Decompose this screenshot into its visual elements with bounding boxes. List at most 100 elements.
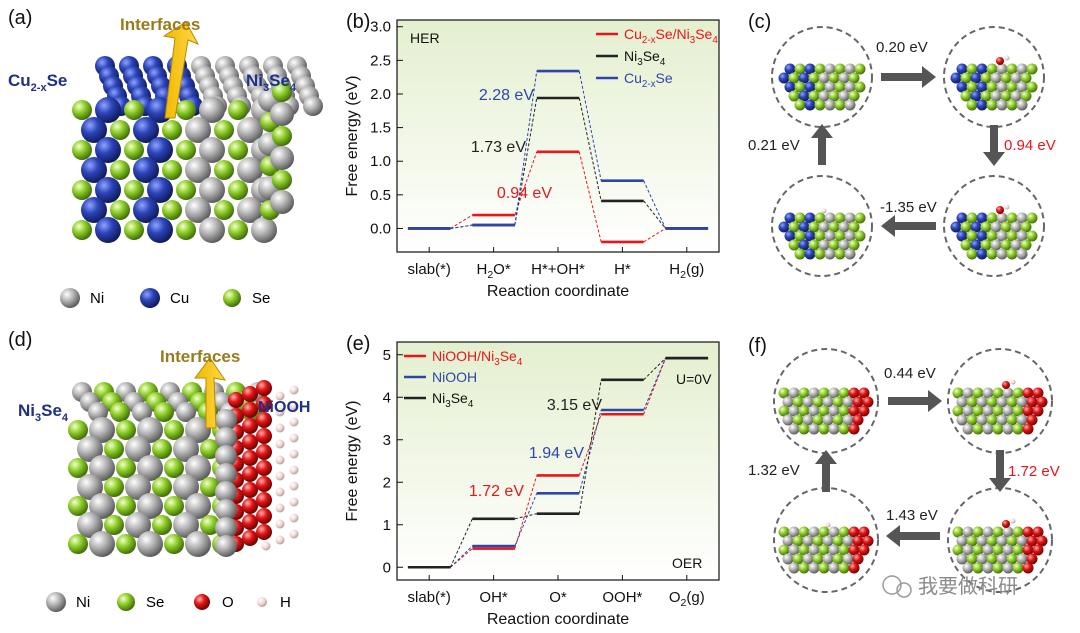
atom bbox=[956, 535, 968, 547]
connector bbox=[450, 224, 473, 229]
atom bbox=[798, 423, 810, 435]
atom bbox=[966, 63, 978, 75]
atom bbox=[782, 553, 794, 565]
interfaces-label-d: Interfaces bbox=[160, 347, 240, 366]
atom bbox=[798, 544, 810, 556]
y-tick-label: 1.5 bbox=[370, 120, 391, 137]
o-atom bbox=[242, 530, 258, 546]
panel-e-label: (e) bbox=[346, 333, 370, 355]
atom bbox=[822, 396, 834, 408]
atom bbox=[848, 239, 860, 251]
o-atom bbox=[256, 492, 272, 508]
atom bbox=[828, 544, 840, 556]
atom bbox=[962, 405, 974, 417]
se-atom bbox=[110, 200, 130, 220]
adsorbate-h bbox=[821, 208, 827, 214]
se-atom bbox=[104, 477, 124, 497]
atom bbox=[802, 535, 814, 547]
atom bbox=[1006, 535, 1018, 547]
se-atom bbox=[110, 160, 130, 180]
atom bbox=[854, 212, 866, 224]
se-atom-icon-d bbox=[117, 593, 135, 611]
atom bbox=[1010, 72, 1022, 84]
atom bbox=[818, 562, 830, 574]
atom bbox=[804, 230, 816, 242]
barrier-label: 1.72 eV bbox=[469, 483, 524, 500]
h-atom bbox=[289, 449, 299, 459]
connector bbox=[578, 414, 602, 476]
atom bbox=[1016, 414, 1028, 426]
atom bbox=[992, 387, 1004, 399]
ni-atom bbox=[77, 474, 103, 500]
o-atom bbox=[242, 402, 258, 418]
connector bbox=[578, 151, 602, 243]
se-atom-icon bbox=[223, 289, 241, 307]
panel-d: (d) Interfaces Ni3Se4 NiOOH Ni Se O H bbox=[8, 329, 310, 612]
atom bbox=[808, 562, 820, 574]
ni-atom bbox=[173, 474, 199, 500]
arrow-down-icon bbox=[983, 125, 1005, 166]
atom bbox=[1016, 63, 1028, 75]
atom bbox=[1006, 248, 1018, 260]
atom bbox=[952, 544, 964, 556]
ni-atom bbox=[199, 177, 225, 203]
atom bbox=[1032, 387, 1044, 399]
ni-atom bbox=[173, 512, 199, 538]
potential-annotation: U=0V bbox=[676, 371, 712, 387]
atom bbox=[842, 553, 854, 565]
ni-atom bbox=[125, 474, 151, 500]
atom bbox=[804, 212, 816, 224]
chart-e: 0 1 2 3 4 5 slab(*) OH* O* OOH* O2(g) Reaction coor… bbox=[344, 333, 720, 628]
atom bbox=[784, 63, 796, 75]
legend-d-se: Se bbox=[146, 594, 164, 611]
atom bbox=[996, 414, 1008, 426]
se-atom bbox=[72, 220, 92, 240]
interfaces-label-a: Interfaces bbox=[120, 15, 200, 34]
ni3se4-label-a: Ni3Se4 bbox=[246, 71, 297, 94]
atom bbox=[852, 535, 864, 547]
atom bbox=[976, 248, 988, 260]
atom bbox=[1026, 414, 1038, 426]
atom bbox=[966, 81, 978, 93]
ni-atom bbox=[199, 137, 225, 163]
y-tick-label: 0.0 bbox=[370, 220, 391, 237]
arrow-left-icon-f bbox=[886, 525, 940, 547]
legend-a-ni: Ni bbox=[90, 290, 104, 307]
atom bbox=[812, 553, 824, 565]
atom bbox=[788, 544, 800, 556]
panel-b-label: (b) bbox=[346, 11, 370, 33]
ni-atom bbox=[185, 493, 211, 519]
atom bbox=[962, 423, 974, 435]
atom bbox=[1006, 99, 1018, 111]
atom bbox=[788, 239, 800, 251]
atom bbox=[794, 81, 806, 93]
o-atom bbox=[242, 498, 258, 514]
atom bbox=[996, 99, 1008, 111]
adsorbate-o bbox=[1002, 520, 1010, 528]
h-atom bbox=[261, 541, 271, 551]
atom bbox=[824, 230, 836, 242]
step-c-2: 0.94 eV bbox=[1004, 137, 1056, 154]
plot-area bbox=[396, 341, 720, 581]
se-atom bbox=[104, 439, 124, 459]
interface-arrow-icon-d bbox=[194, 357, 227, 429]
atom bbox=[794, 230, 806, 242]
side-atom bbox=[270, 146, 294, 170]
se-atom bbox=[152, 439, 172, 459]
y-axis-label: Free energy (eV) bbox=[344, 76, 361, 197]
o-atom bbox=[242, 434, 258, 450]
cu-atom bbox=[81, 197, 107, 223]
atom bbox=[992, 405, 1004, 417]
atom bbox=[972, 562, 984, 574]
atom bbox=[1036, 535, 1048, 547]
step-f-2: 1.72 eV bbox=[1008, 463, 1060, 480]
atom bbox=[838, 90, 850, 102]
ni-atom bbox=[215, 427, 237, 449]
ni3se4-label-d: Ni3Se4 bbox=[18, 401, 69, 424]
connector bbox=[643, 228, 666, 243]
atom bbox=[996, 212, 1008, 224]
atom bbox=[970, 239, 982, 251]
atom bbox=[834, 248, 846, 260]
niooh-label-d: NiOOH bbox=[258, 399, 310, 416]
se-atom bbox=[68, 458, 88, 478]
